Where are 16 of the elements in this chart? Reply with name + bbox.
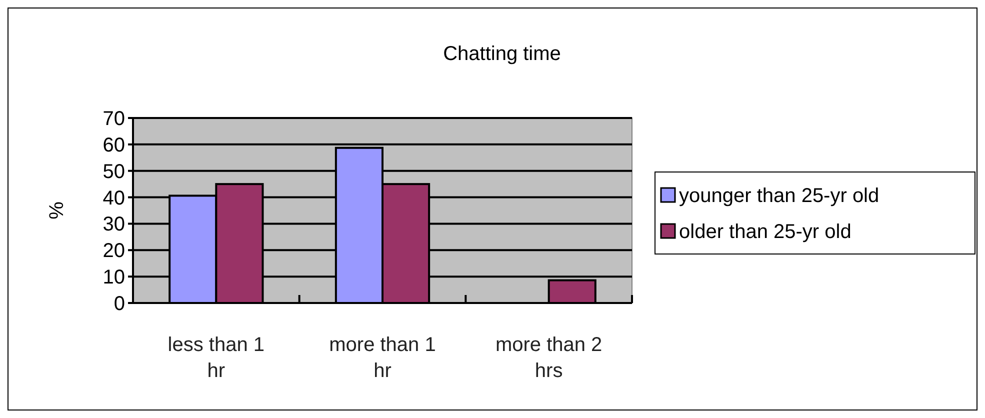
bar	[548, 279, 596, 304]
x-tick-label: less than 1 hr	[168, 334, 265, 382]
chart-title: Chatting time	[443, 43, 561, 65]
y-tick-label: 30	[102, 214, 125, 236]
y-axis-title: %	[46, 201, 68, 220]
y-tick-label: 70	[102, 108, 125, 130]
legend-label: older than 25-yr old	[679, 221, 852, 243]
y-tick-label: 40	[102, 187, 125, 210]
y-tick-label: 50	[102, 160, 125, 183]
y-tick-label: 10	[102, 266, 125, 289]
y-tick-label: 0	[114, 293, 125, 315]
x-tick-label: more than 2 hrs	[495, 334, 602, 382]
x-tick-label: more than 1 hr	[329, 334, 436, 382]
y-tick-label: 60	[102, 134, 125, 156]
y-tick-label: 20	[102, 240, 125, 262]
legend-label: younger than 25-yr old	[679, 185, 880, 207]
